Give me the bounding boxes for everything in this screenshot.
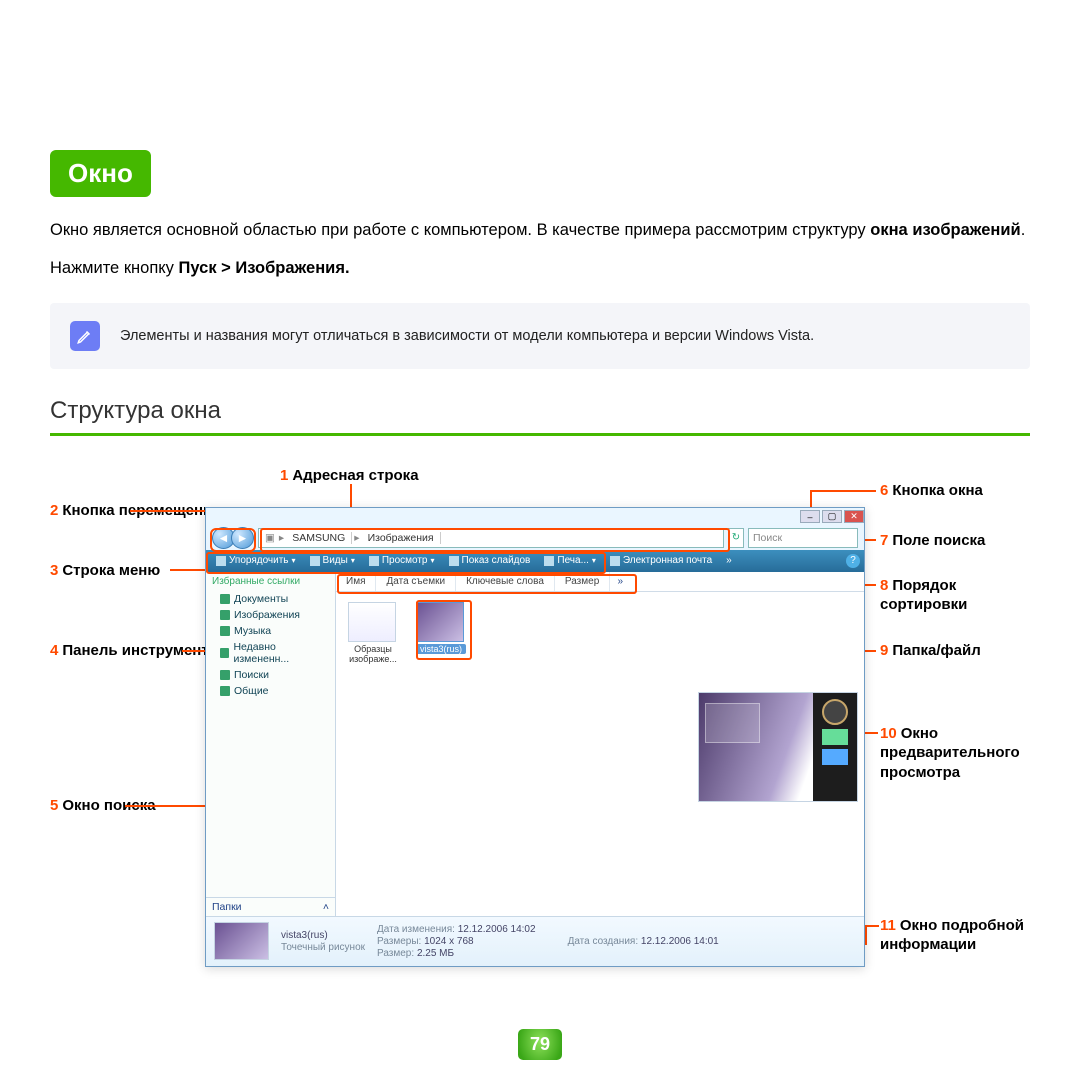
section-rule [50,433,1030,436]
intro-text-pre: Окно является основной областью при рабо… [50,221,870,239]
step-paragraph: Нажмите кнопку Пуск > Изображения. [50,257,1030,281]
callout-1-text: Адресная строка [292,467,418,484]
sidebar-item-label: Изображения [234,609,300,621]
hi-toolbar [206,552,606,574]
sidebar-item-label: Поиски [234,669,269,681]
sidebar-item-label: Музыка [234,625,271,637]
sidebar: Избранные ссылки Документы Изображения М… [206,572,336,916]
tb-more[interactable]: » [720,551,738,571]
help-button[interactable]: ? [846,554,860,568]
callout-9: 9Папка/файл [880,641,981,661]
thumb-label: Образцы изображе... [348,644,398,664]
page-title-pill: Окно [50,150,151,197]
step-text-pre: Нажмите кнопку [50,259,179,277]
close-button[interactable]: ✕ [844,510,864,523]
sidebar-item-label: Общие [234,685,269,697]
sidebar-folders-label: Папки [212,901,242,913]
callout-3-text: Строка меню [62,562,160,579]
sidebar-item-recent[interactable]: Недавно измененн... [206,639,335,667]
callout-10: 10Окно предварительного просмотра [880,724,1030,783]
titlebar: – ▢ ✕ [206,508,864,526]
thumb-samples[interactable]: Образцы изображе... [348,602,398,664]
intro-text-bold: окна изображений [870,221,1020,239]
callout-3: 3Строка меню [50,561,160,581]
page-number: 79 [518,1029,562,1060]
hi-addr [260,528,730,552]
details-created-value: 12.12.2006 14:01 [641,936,719,947]
callout-8-text: Порядок сортировки [880,577,967,614]
callout-1: 1Адресная строка [280,466,419,486]
note-box: Элементы и названия могут отличаться в з… [50,303,1030,369]
maximize-button[interactable]: ▢ [822,510,842,523]
sidebar-item-label: Документы [234,593,288,605]
tb-email-label: Электронная почта [623,555,712,566]
sidebar-item-searches[interactable]: Поиски [206,667,335,683]
details-dim-value: 1024 x 768 [424,936,474,947]
intro-text-post: . [1021,221,1026,239]
details-thumb [214,922,269,960]
details-type: Точечный рисунок [281,942,365,953]
hi-thumb [416,600,472,660]
sidebar-item-documents[interactable]: Документы [206,591,335,607]
search-input[interactable]: Поиск [748,528,858,548]
callout-7-text: Поле поиска [892,532,985,549]
details-bar: vista3(rus) Точечный рисунок Дата измене… [206,916,864,966]
details-size-label: Размер: [377,948,414,959]
hi-nav [210,528,256,552]
sidebar-header: Избранные ссылки [206,572,335,591]
details-mod-label: Дата изменения: [377,924,455,935]
tb-more-label: » [726,555,732,566]
sidebar-item-label: Недавно измененн... [233,641,329,665]
preview-pane [698,692,858,802]
tb-email[interactable]: Электронная почта [604,551,718,571]
details-mod-value: 12.12.2006 14:02 [458,924,536,935]
callout-10-text: Окно предварительного просмотра [880,725,1020,781]
details-dim-label: Размеры: [377,936,421,947]
details-size-value: 2.25 МБ [417,948,454,959]
section-heading: Структура окна [50,397,1030,425]
hi-sort [337,574,637,594]
diagram-area: 2Кнопка перемещения 3Строка меню 4Панель… [50,466,1030,1026]
sidebar-item-pictures[interactable]: Изображения [206,607,335,623]
vista-window: – ▢ ✕ ◄ ► ▣ ▸ SAMSUNG ▸ Изображения ↻ По… [205,507,865,967]
intro-paragraph: Окно является основной областью при рабо… [50,219,1030,243]
callout-11-text: Окно подробной информации [880,917,1024,954]
callout-6: 6Кнопка окна [880,481,983,501]
refresh-button[interactable]: ↻ [728,528,744,548]
callout-6-text: Кнопка окна [892,482,983,499]
details-created-label: Дата создания: [568,936,639,947]
callout-9-text: Папка/файл [892,642,980,659]
details-name: vista3(rus) [281,930,365,941]
sidebar-item-public[interactable]: Общие [206,683,335,699]
callout-7: 7Поле поиска [880,531,985,551]
callout-11: 11Окно подробной информации [880,916,1030,955]
step-text-bold: Пуск > Изображения. [179,259,350,277]
note-pencil-icon [70,321,100,351]
callout-8: 8Порядок сортировки [880,576,1030,615]
sidebar-item-music[interactable]: Музыка [206,623,335,639]
minimize-button[interactable]: – [800,510,820,523]
sidebar-folders-toggle[interactable]: Папки˄ [206,897,335,916]
note-text: Элементы и названия могут отличаться в з… [120,328,814,344]
